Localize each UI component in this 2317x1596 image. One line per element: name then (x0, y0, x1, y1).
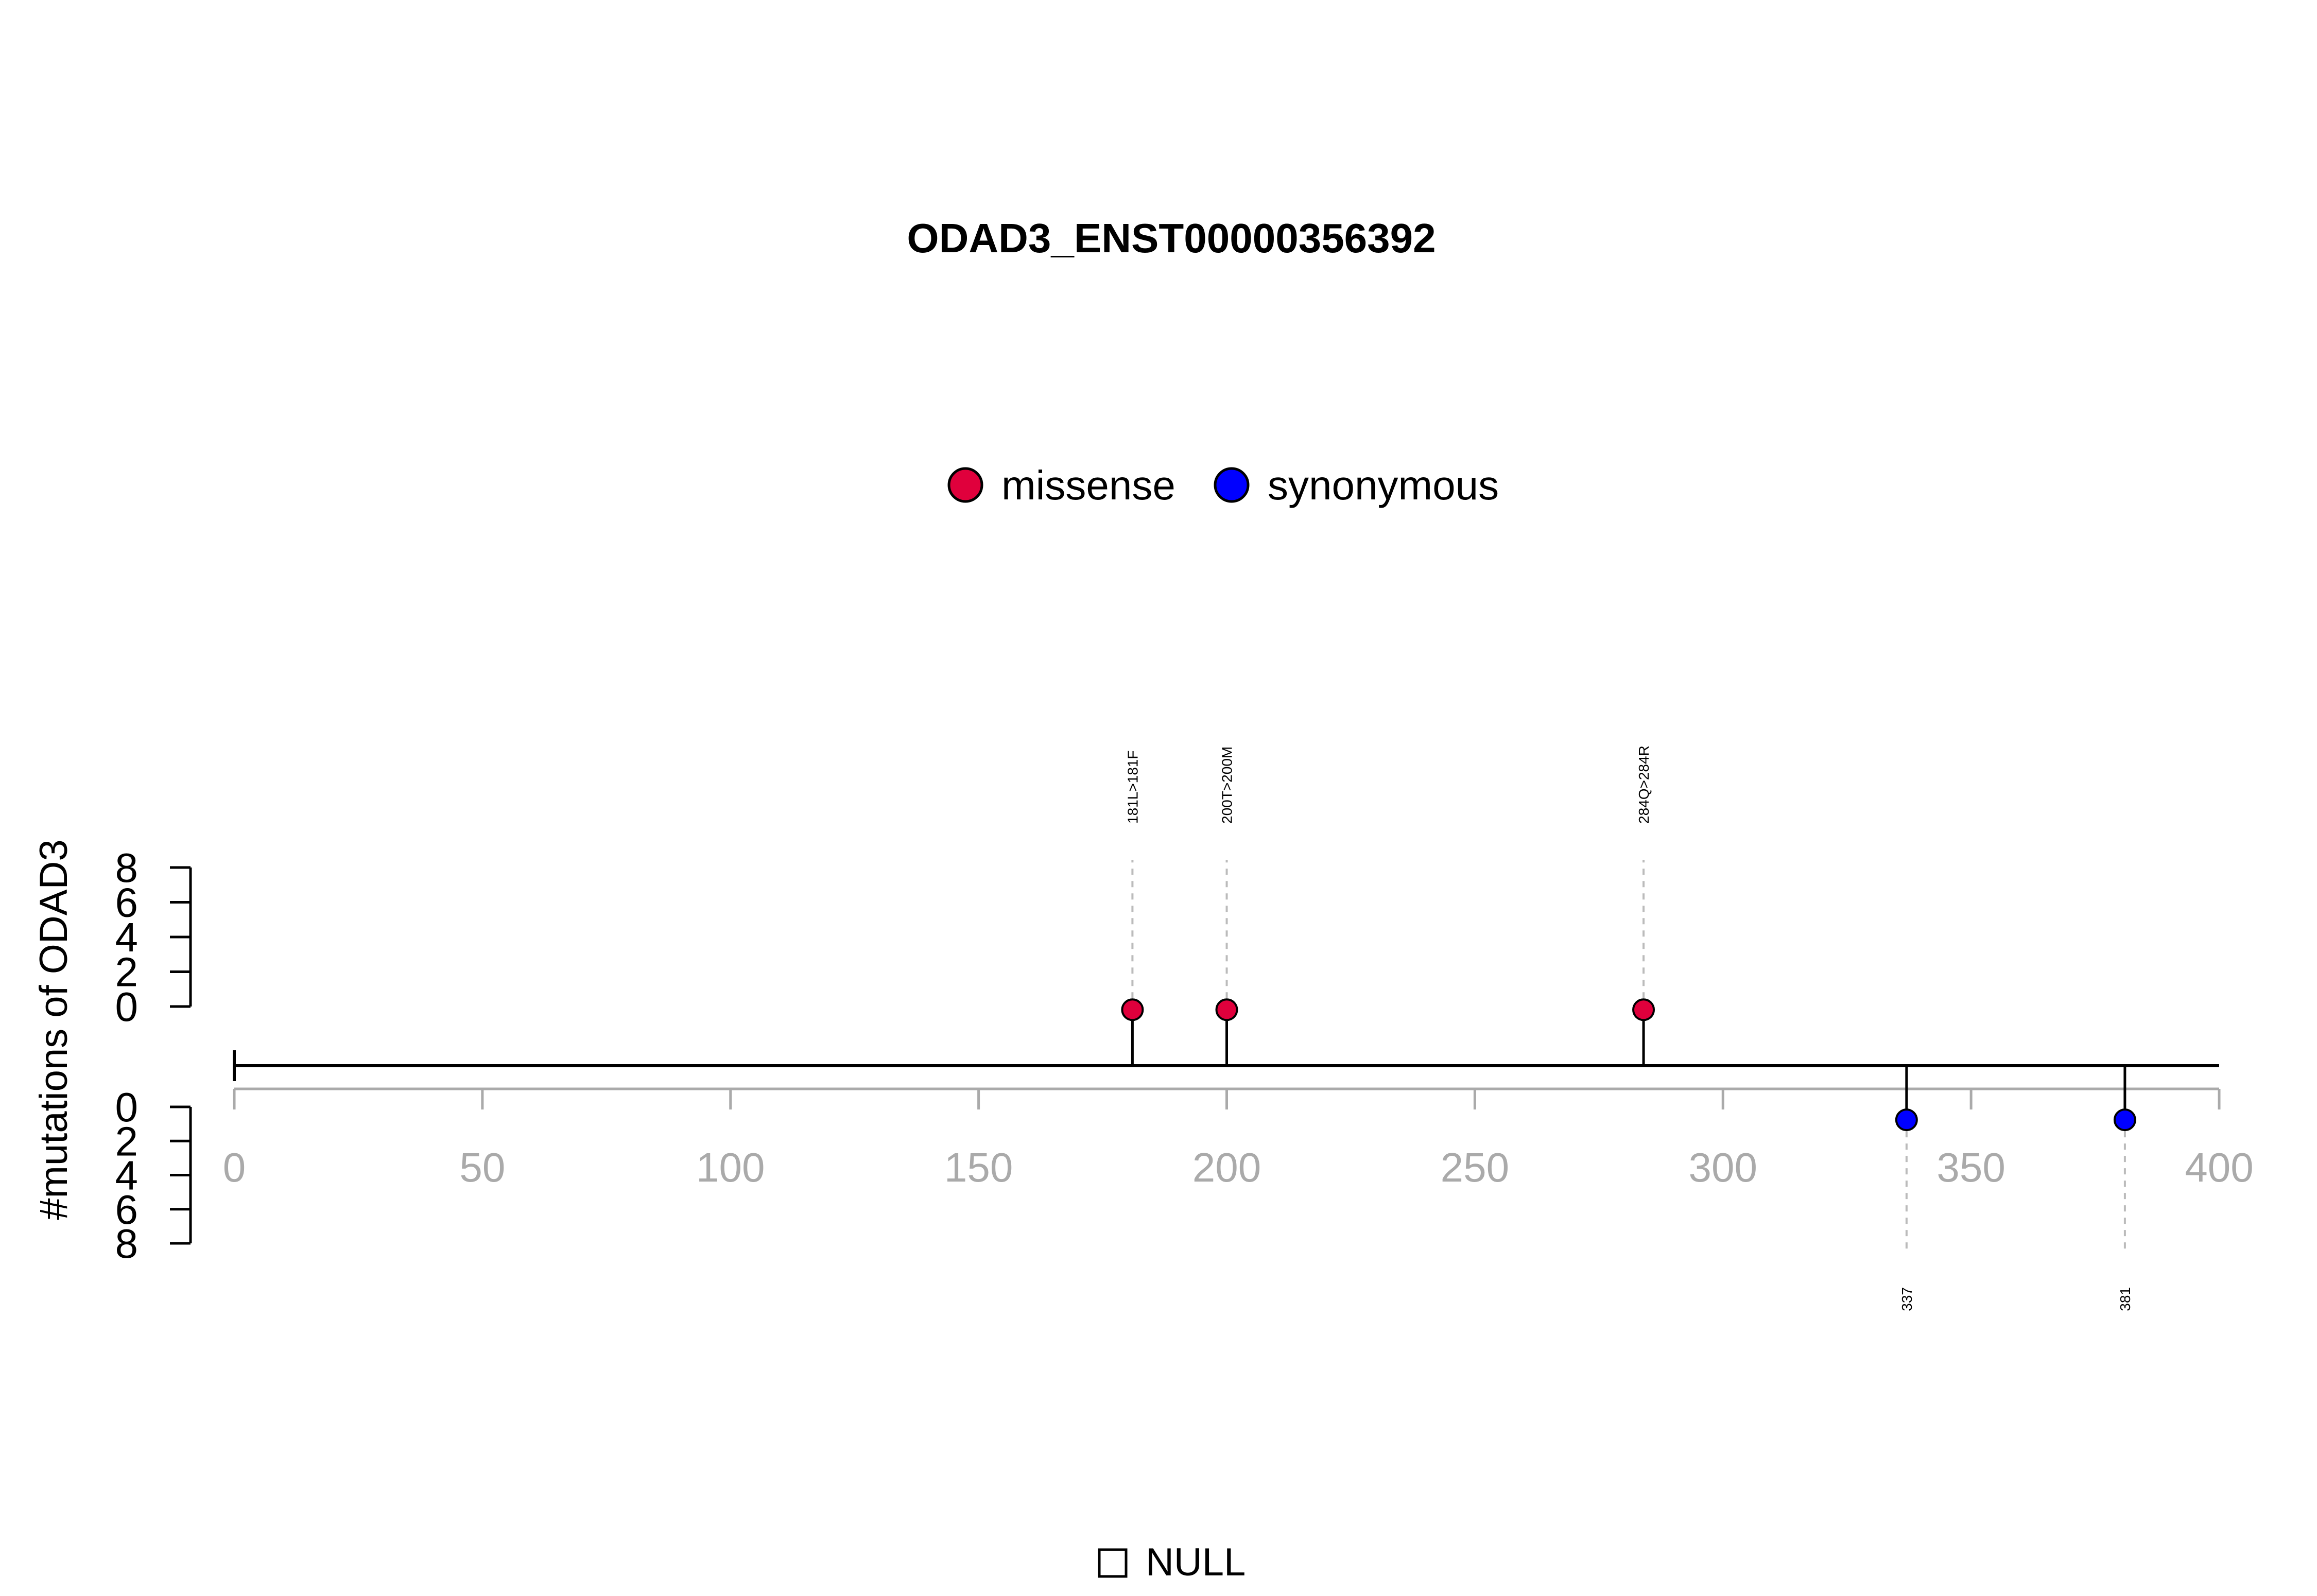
lower-y-tick-label: 6 (115, 1187, 139, 1233)
mutation-point (1632, 998, 1655, 1021)
upper-y-tick-label: 8 (115, 845, 139, 891)
legend: missense synonymous (947, 462, 1499, 508)
mutation-point (2113, 1108, 2136, 1132)
upper-y-tick-label: 6 (115, 880, 139, 926)
mutations: 181L>181F 200T>200M 284Q>284R 337 381 (1121, 745, 2136, 1311)
x-tick-label: 0 (223, 1144, 246, 1190)
mutation-point (1121, 998, 1144, 1021)
lower-y-tick-label: 4 (115, 1153, 139, 1199)
mutation-label: 284Q>284R (1636, 745, 1652, 824)
x-tick-label: 50 (459, 1144, 505, 1190)
legend-label-synonymous: synonymous (1268, 462, 1499, 508)
x-tick-label: 400 (2185, 1144, 2253, 1190)
x-tick-label: 300 (1689, 1144, 1757, 1190)
chart-title: ODAD3_ENST00000356392 (907, 215, 1436, 261)
x-axis: 0 50 100 150 200 250 300 350 400 (223, 1087, 2254, 1190)
mutation-381: 381 (2113, 1066, 2136, 1311)
upper-y-tick-label: 4 (115, 914, 139, 960)
mutation-label: 381 (2117, 1287, 2133, 1311)
mutation-point (1895, 1108, 1918, 1132)
mutation-label: 181L>181F (1125, 751, 1140, 824)
upper-y-tick-label: 2 (115, 949, 139, 995)
mutation-337: 337 (1895, 1066, 1918, 1311)
x-tick-label: 250 (1441, 1144, 1509, 1190)
mutation-label: 337 (1899, 1287, 1915, 1311)
legend-marker-missense (947, 467, 983, 503)
mutation-label: 200T>200M (1219, 747, 1235, 824)
x-tick-label: 150 (944, 1144, 1013, 1190)
legend-label-missense: missense (1001, 462, 1175, 508)
upper-y-tick-label: 0 (115, 984, 139, 1030)
x-tick-label: 100 (696, 1144, 765, 1190)
lower-y-tick-label: 0 (115, 1084, 139, 1130)
y-axis-label: #mutations of ODAD3 (32, 839, 76, 1220)
domain-legend: NULL (1098, 1540, 1246, 1584)
mutation-200T>200M: 200T>200M (1215, 747, 1238, 1066)
x-tick-label: 350 (1936, 1144, 2005, 1190)
domain-legend-label: NULL (1146, 1540, 1246, 1584)
mutation-181L>181F: 181L>181F (1121, 751, 1144, 1066)
lower-y-tick-label: 8 (115, 1221, 139, 1267)
lower-y-tick-label: 2 (115, 1118, 139, 1164)
mutation-284Q>284R: 284Q>284R (1632, 745, 1655, 1066)
legend-marker-synonymous (1214, 467, 1250, 503)
x-tick-label: 200 (1192, 1144, 1261, 1190)
mutation-point (1215, 998, 1238, 1021)
domain-legend-box (1098, 1548, 1128, 1578)
